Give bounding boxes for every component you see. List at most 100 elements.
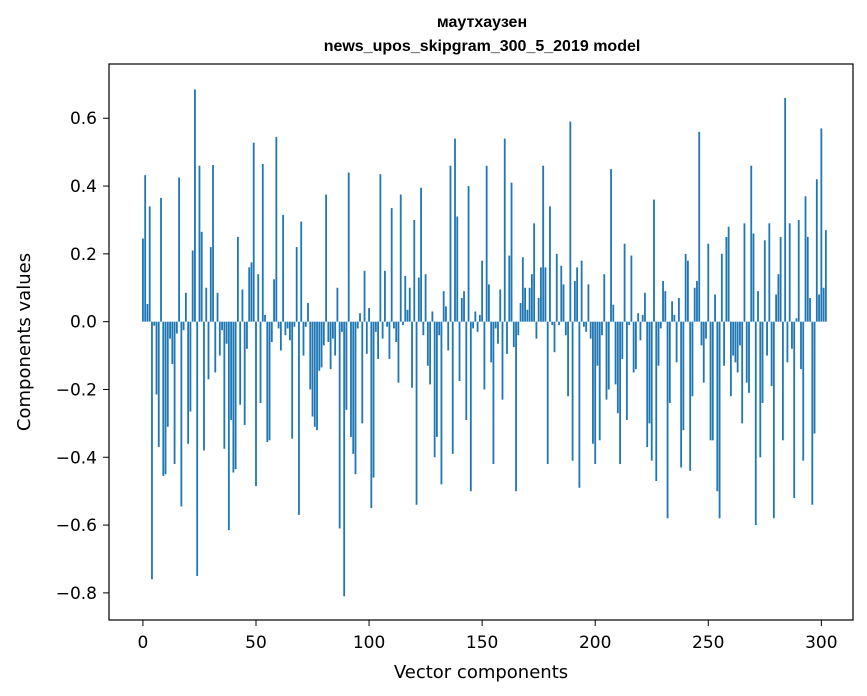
bar-176 <box>540 267 542 322</box>
bar-195 <box>582 321 585 327</box>
bar-166 <box>517 321 520 336</box>
bar-154 <box>490 321 493 363</box>
bar-20 <box>187 321 190 444</box>
bar-94 <box>354 321 357 475</box>
bar-262 <box>734 321 737 363</box>
bar-137 <box>451 321 454 454</box>
bar-263 <box>736 321 739 373</box>
bar-48 <box>250 262 253 322</box>
bar-290 <box>797 219 800 322</box>
bar-287 <box>791 321 793 349</box>
bar-279 <box>772 321 775 519</box>
bar-49 <box>252 142 255 322</box>
bar-275 <box>763 240 766 322</box>
bar-246 <box>698 131 701 322</box>
bar-42 <box>237 236 239 322</box>
bar-193 <box>578 321 581 488</box>
bar-247 <box>700 321 703 346</box>
bar-34 <box>218 321 221 356</box>
bar-270 <box>752 233 755 322</box>
bar-3 <box>148 206 151 322</box>
bar-69 <box>298 321 300 515</box>
bar-152 <box>485 165 488 322</box>
bar-98 <box>363 270 366 322</box>
bar-82 <box>327 321 330 342</box>
bar-211 <box>619 321 621 465</box>
bar-256 <box>720 253 723 322</box>
bar-144 <box>467 186 470 322</box>
bar-174 <box>535 321 538 339</box>
bar-51 <box>257 274 260 322</box>
bar-117 <box>406 309 409 322</box>
bar-80 <box>322 321 325 346</box>
bar-151 <box>483 321 486 390</box>
bar-188 <box>567 321 569 397</box>
bar-100 <box>368 308 370 322</box>
bar-250 <box>707 243 710 322</box>
bar-136 <box>449 165 452 322</box>
bar-245 <box>696 280 698 322</box>
x-tick-label-1: 50 <box>245 633 267 653</box>
bar-84 <box>331 321 334 339</box>
bar-274 <box>761 321 764 404</box>
bar-8 <box>160 197 162 322</box>
bar-110 <box>390 208 393 322</box>
bar-243 <box>691 321 694 397</box>
bar-186 <box>562 284 565 322</box>
x-axis-ticks: 0 50 100 150 200 250 300 <box>138 620 838 653</box>
bar-164 <box>512 321 515 348</box>
bar-134 <box>445 306 447 322</box>
bar-25 <box>198 165 201 322</box>
y-tick-label-1: −0.6 <box>56 516 97 536</box>
bar-126 <box>426 321 429 366</box>
bar-231 <box>664 291 667 322</box>
bars-group <box>142 89 827 597</box>
bar-172 <box>530 274 533 322</box>
bar-44 <box>241 289 244 322</box>
bar-206 <box>607 321 610 390</box>
y-tick-label-3: −0.2 <box>56 380 97 400</box>
bar-14 <box>173 321 176 465</box>
bar-13 <box>171 321 174 365</box>
bar-234 <box>671 301 673 322</box>
bar-251 <box>709 321 712 441</box>
bar-72 <box>304 321 307 327</box>
bar-177 <box>542 165 545 322</box>
y-axis-ticks: −0.8 −0.6 −0.4 −0.2 0.0 0.2 0.4 0.6 <box>56 109 109 604</box>
plot-frame <box>108 63 854 621</box>
bar-10 <box>164 321 167 475</box>
bar-60 <box>277 321 280 329</box>
bar-194 <box>580 260 583 322</box>
bar-12 <box>169 321 171 339</box>
bar-62 <box>282 214 285 322</box>
bar-57 <box>270 321 273 342</box>
y-tick-label-0: −0.8 <box>56 584 97 604</box>
bar-217 <box>632 321 635 373</box>
bar-264 <box>739 321 741 346</box>
x-tick-label-5: 250 <box>692 633 724 653</box>
bar-19 <box>184 292 187 322</box>
bar-276 <box>766 321 768 356</box>
bar-153 <box>488 284 490 322</box>
bar-284 <box>784 97 787 322</box>
bar-218 <box>635 321 637 370</box>
bar-170 <box>526 309 529 322</box>
bar-91 <box>347 172 350 322</box>
bar-133 <box>442 291 445 322</box>
bar-53 <box>261 164 264 322</box>
bar-73 <box>307 303 309 322</box>
bar-226 <box>653 199 655 322</box>
bar-142 <box>463 291 465 322</box>
bar-199 <box>592 321 594 444</box>
bar-33 <box>216 292 219 322</box>
bar-77 <box>316 321 318 431</box>
bar-271 <box>754 321 757 526</box>
bar-75 <box>311 321 314 417</box>
bar-196 <box>585 321 588 332</box>
bar-223 <box>646 321 649 448</box>
bar-140 <box>458 321 461 381</box>
bar-66 <box>291 321 294 439</box>
bar-38 <box>227 321 230 531</box>
bar-158 <box>499 289 502 322</box>
bar-96 <box>359 313 361 322</box>
